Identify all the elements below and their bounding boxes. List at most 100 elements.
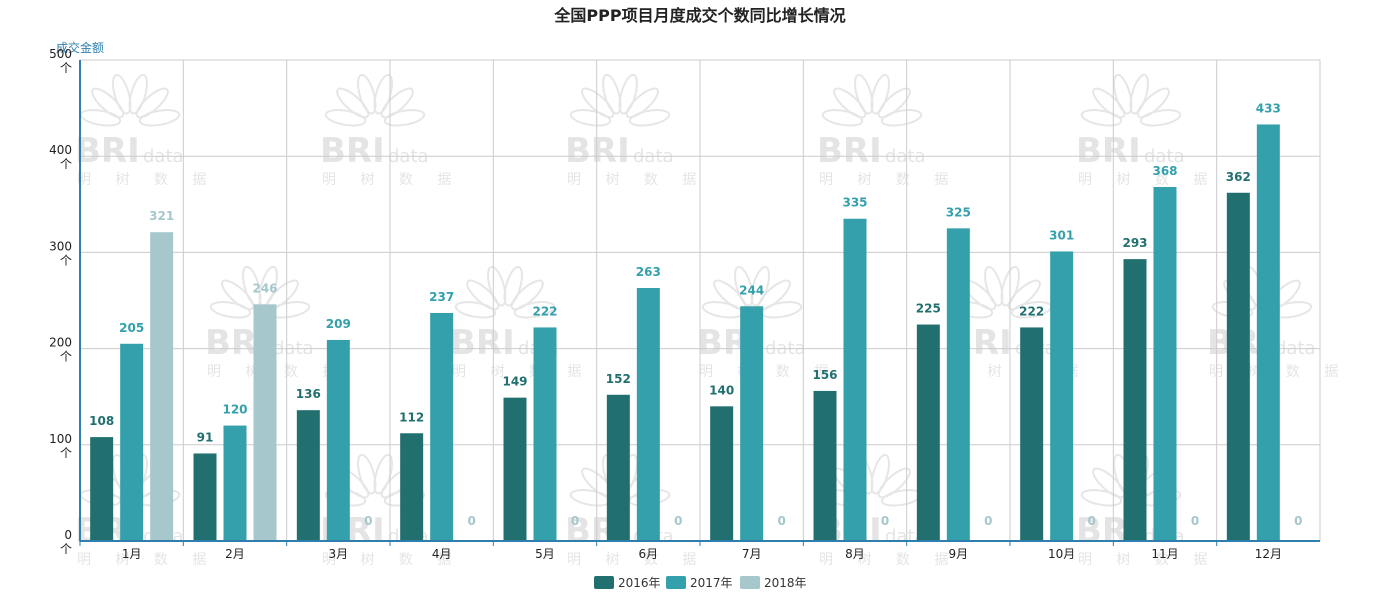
data-label: 301	[1049, 228, 1074, 242]
data-labels: 108 205 321 91 120 246 136 209 0 112 237 0 149 222 0 15…	[89, 101, 1302, 528]
svg-text:明 树 数 据: 明 树 数 据	[1078, 552, 1217, 568]
svg-text:明 树 数 据: 明 树 数 据	[322, 172, 461, 188]
svg-text:BRI: BRI	[75, 131, 140, 171]
bar-2017年-5月[interactable]	[533, 327, 557, 541]
legend-swatch	[594, 576, 614, 589]
y-tick-unit: 个	[60, 350, 72, 364]
data-label: 362	[1226, 170, 1251, 184]
data-label: 335	[842, 196, 867, 210]
svg-text:明 树 数 据: 明 树 数 据	[1078, 172, 1217, 188]
x-tick-label: 5月	[535, 547, 555, 561]
y-tick-label: 200	[49, 336, 72, 350]
y-tick-label: 500	[49, 47, 72, 61]
legend-swatch	[740, 576, 760, 589]
y-tick-unit: 个	[60, 157, 72, 171]
data-label: 222	[532, 304, 557, 318]
data-label: 0	[467, 514, 475, 528]
svg-text:BRI: BRI	[450, 323, 515, 363]
data-label: 433	[1256, 101, 1281, 115]
bars	[90, 124, 1280, 542]
bar-2017年-7月[interactable]	[740, 306, 764, 541]
bar-2016年-3月[interactable]	[296, 410, 320, 541]
svg-text:明 树 数 据: 明 树 数 据	[207, 364, 346, 380]
data-label: 0	[674, 514, 682, 528]
bar-2016年-8月[interactable]	[813, 390, 837, 541]
bar-2017年-8月[interactable]	[843, 218, 867, 542]
svg-text:BRI: BRI	[320, 131, 385, 171]
bar-2016年-9月[interactable]	[916, 324, 940, 541]
chart-title: 全国PPP项目月度成交个数同比增长情况	[553, 6, 845, 25]
svg-text:BRI: BRI	[1076, 131, 1141, 171]
x-tick-label: 11月	[1151, 547, 1178, 561]
bar-2017年-9月[interactable]	[946, 228, 970, 541]
svg-text:BRI: BRI	[565, 131, 630, 171]
data-label: 0	[1191, 514, 1199, 528]
bar-2016年-11月[interactable]	[1123, 259, 1147, 541]
data-label: 321	[149, 209, 174, 223]
x-tick-label: 12月	[1255, 547, 1282, 561]
bar-2017年-2月[interactable]	[223, 425, 247, 541]
data-label: 108	[89, 414, 114, 428]
data-label: 225	[916, 302, 941, 316]
data-label: 140	[709, 383, 734, 397]
data-label: 246	[252, 281, 277, 295]
bar-2016年-2月[interactable]	[193, 453, 217, 541]
data-label: 237	[429, 290, 454, 304]
svg-text:明 树 数 据: 明 树 数 据	[819, 552, 958, 568]
y-axis-label: 成交金额	[56, 40, 104, 55]
x-tick-label: 7月	[742, 547, 762, 561]
data-label: 205	[119, 321, 144, 335]
data-label: 152	[606, 372, 631, 386]
bar-2017年-3月[interactable]	[326, 339, 350, 541]
data-label: 222	[1019, 304, 1044, 318]
svg-text:明 树 数 据: 明 树 数 据	[77, 172, 216, 188]
data-label: 112	[399, 410, 424, 424]
data-label: 368	[1152, 164, 1177, 178]
bar-2016年-4月[interactable]	[400, 433, 424, 541]
x-tick-label: 8月	[845, 547, 865, 561]
data-label: 325	[946, 205, 971, 219]
data-label: 0	[1294, 514, 1302, 528]
svg-text:BRI: BRI	[817, 131, 882, 171]
bar-2017年-12月[interactable]	[1256, 124, 1280, 541]
bar-2018年-2月[interactable]	[253, 304, 277, 541]
svg-text:明 树 数 据: 明 树 数 据	[567, 552, 706, 568]
legend[interactable]: 2016年 2017年 2018年	[594, 576, 807, 590]
bar-2017年-10月[interactable]	[1050, 251, 1074, 542]
svg-text:明 树 数 据: 明 树 数 据	[77, 552, 216, 568]
x-tick-label: 1月	[122, 547, 142, 561]
bar-2017年-11月[interactable]	[1153, 186, 1177, 541]
legend-swatch	[666, 576, 686, 589]
bar-2016年-6月[interactable]	[606, 394, 630, 541]
legend-item-2017年[interactable]: 2017年	[666, 576, 733, 590]
legend-item-2018年[interactable]: 2018年	[740, 576, 807, 590]
bar-2016年-12月[interactable]	[1226, 192, 1250, 542]
bar-2016年-1月[interactable]	[90, 437, 114, 541]
bar-2018年-1月[interactable]	[150, 232, 174, 541]
bar-2017年-6月[interactable]	[636, 287, 660, 541]
svg-text:明 树 数 据: 明 树 数 据	[949, 364, 1088, 380]
bar-2017年-4月[interactable]	[430, 313, 454, 541]
y-tick-label: 300	[49, 239, 72, 253]
x-tick-label: 6月	[639, 547, 659, 561]
y-tick-unit: 个	[60, 61, 72, 75]
bar-2017年-1月[interactable]	[120, 343, 144, 541]
legend-item-2016年[interactable]: 2016年	[594, 576, 661, 590]
y-tick-unit: 个	[60, 253, 72, 267]
data-label: 293	[1122, 236, 1147, 250]
bar-2016年-5月[interactable]	[503, 397, 527, 541]
bar-2016年-7月[interactable]	[710, 406, 734, 541]
y-tick-unit: 个	[60, 542, 72, 556]
bar-2016年-10月[interactable]	[1020, 327, 1044, 541]
svg-text:明 树 数 据: 明 树 数 据	[567, 172, 706, 188]
y-tick-unit: 个	[60, 446, 72, 460]
